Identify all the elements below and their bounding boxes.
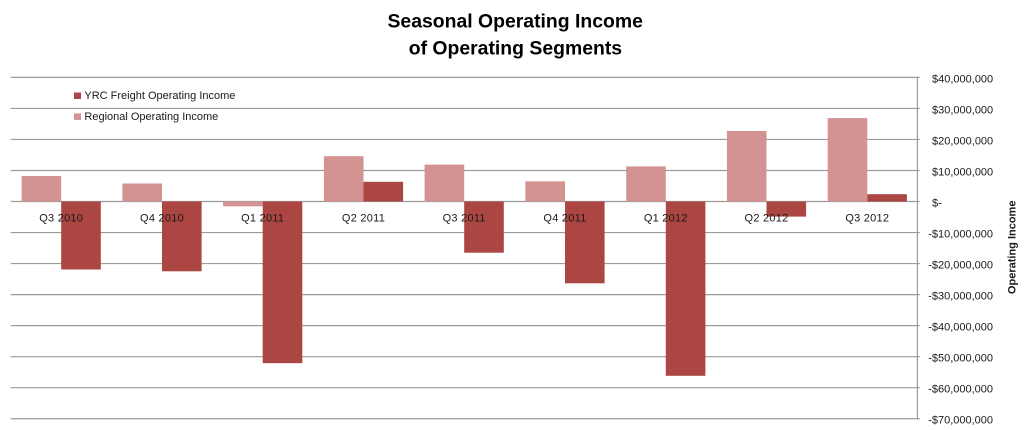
svg-text:Q2 2011: Q2 2011 — [342, 213, 385, 225]
svg-text:$-: $- — [932, 198, 942, 210]
svg-text:Seasonal Operating Income: Seasonal Operating Income — [388, 11, 644, 33]
svg-text:Q1 2012: Q1 2012 — [644, 213, 688, 225]
svg-text:$10,000,000: $10,000,000 — [932, 166, 993, 178]
svg-text:Q4 2011: Q4 2011 — [543, 213, 586, 225]
svg-text:-$60,000,000: -$60,000,000 — [928, 384, 993, 396]
svg-text:Q1 2011: Q1 2011 — [241, 213, 284, 225]
svg-text:Regional Operating Income: Regional Operating Income — [84, 111, 218, 123]
svg-text:-$70,000,000: -$70,000,000 — [928, 415, 993, 427]
svg-text:Q4 2010: Q4 2010 — [140, 213, 184, 225]
svg-text:-$10,000,000: -$10,000,000 — [928, 229, 993, 241]
svg-text:-$30,000,000: -$30,000,000 — [928, 291, 993, 303]
svg-text:-$50,000,000: -$50,000,000 — [928, 353, 993, 365]
svg-text:of Operating Segments: of Operating Segments — [409, 38, 622, 60]
svg-text:-$20,000,000: -$20,000,000 — [928, 260, 993, 272]
svg-text:Operating Income: Operating Income — [1007, 201, 1019, 295]
svg-text:YRC Freight Operating Income: YRC Freight Operating Income — [84, 90, 235, 102]
svg-text:$30,000,000: $30,000,000 — [932, 104, 993, 116]
svg-text:$40,000,000: $40,000,000 — [932, 73, 993, 85]
svg-text:-$40,000,000: -$40,000,000 — [928, 322, 993, 334]
svg-text:Q3 2010: Q3 2010 — [39, 213, 83, 225]
svg-text:Q3 2012: Q3 2012 — [845, 213, 889, 225]
svg-text:Q3 2011: Q3 2011 — [443, 213, 486, 225]
svg-text:$20,000,000: $20,000,000 — [932, 135, 993, 147]
svg-text:Q2 2012: Q2 2012 — [745, 213, 789, 225]
